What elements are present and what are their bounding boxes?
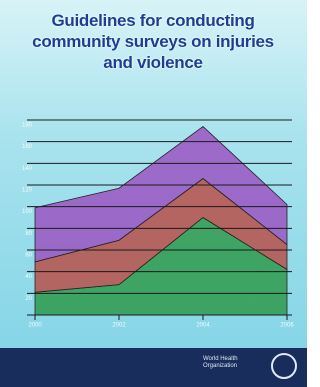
y-tick-label: 60: [25, 253, 32, 259]
y-tick-label: 40: [25, 274, 32, 280]
y-tick-label: 80: [25, 231, 32, 237]
y-tick-label: 160: [22, 144, 33, 150]
y-tick-label: 120: [22, 188, 33, 194]
y-tick-label: 100: [22, 209, 33, 215]
logo: [271, 353, 297, 379]
y-tick-label: 180: [22, 123, 33, 129]
footer-band: World Health Organization: [0, 348, 307, 387]
x-tick-label: 2000: [28, 323, 42, 329]
x-tick-label: 2002: [112, 323, 126, 329]
cover-title: Guidelines for conducting community surv…: [28, 10, 278, 73]
y-tick-label: 20: [25, 296, 32, 302]
x-tick-label: 2004: [196, 323, 210, 329]
x-tick-label: 2006: [280, 323, 294, 329]
publisher: World Health Organization: [203, 356, 263, 370]
y-tick-label: 140: [22, 166, 33, 172]
